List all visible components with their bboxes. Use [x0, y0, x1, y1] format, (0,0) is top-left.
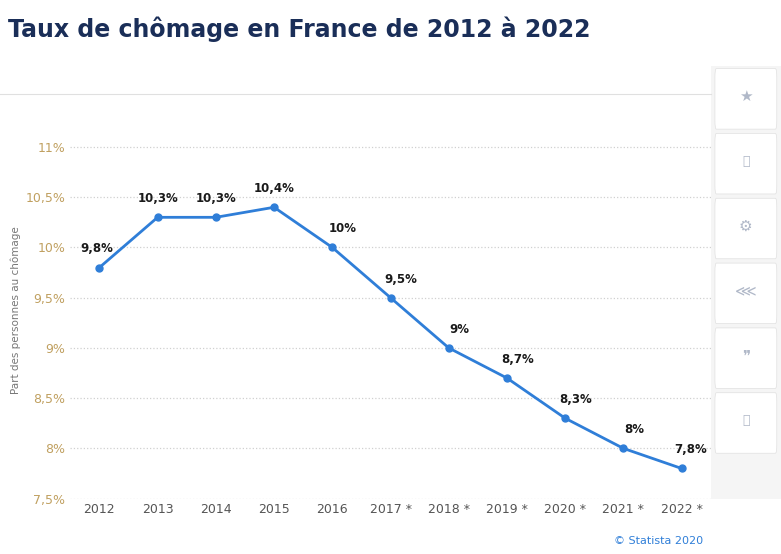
Text: ❞: ❞ [742, 348, 750, 363]
Text: 10,3%: 10,3% [137, 192, 178, 206]
Text: 9,5%: 9,5% [384, 273, 417, 286]
Text: ★: ★ [739, 89, 753, 104]
Text: 9%: 9% [449, 323, 469, 336]
Text: ⚙: ⚙ [739, 219, 753, 234]
Text: 8%: 8% [624, 423, 644, 437]
Text: 10,4%: 10,4% [254, 182, 294, 195]
Text: 8,3%: 8,3% [559, 393, 592, 406]
Y-axis label: Part des personnes au chômage: Part des personnes au chômage [11, 227, 21, 394]
Text: Taux de chômage en France de 2012 à 2022: Taux de chômage en France de 2012 à 2022 [8, 17, 590, 42]
Text: 8,7%: 8,7% [501, 353, 533, 366]
FancyBboxPatch shape [715, 263, 777, 324]
Text: © Statista 2020: © Statista 2020 [614, 536, 703, 546]
Text: 🔔: 🔔 [742, 155, 750, 168]
FancyBboxPatch shape [715, 69, 777, 129]
Text: 7,8%: 7,8% [674, 443, 707, 456]
FancyBboxPatch shape [715, 134, 777, 194]
FancyBboxPatch shape [715, 393, 777, 453]
Text: 10,3%: 10,3% [195, 192, 236, 206]
FancyBboxPatch shape [715, 328, 777, 388]
Text: 10%: 10% [329, 222, 357, 235]
Text: 9,8%: 9,8% [80, 243, 113, 255]
Text: ⋘: ⋘ [735, 284, 757, 299]
Text: 🖨: 🖨 [742, 414, 750, 427]
FancyBboxPatch shape [715, 198, 777, 259]
